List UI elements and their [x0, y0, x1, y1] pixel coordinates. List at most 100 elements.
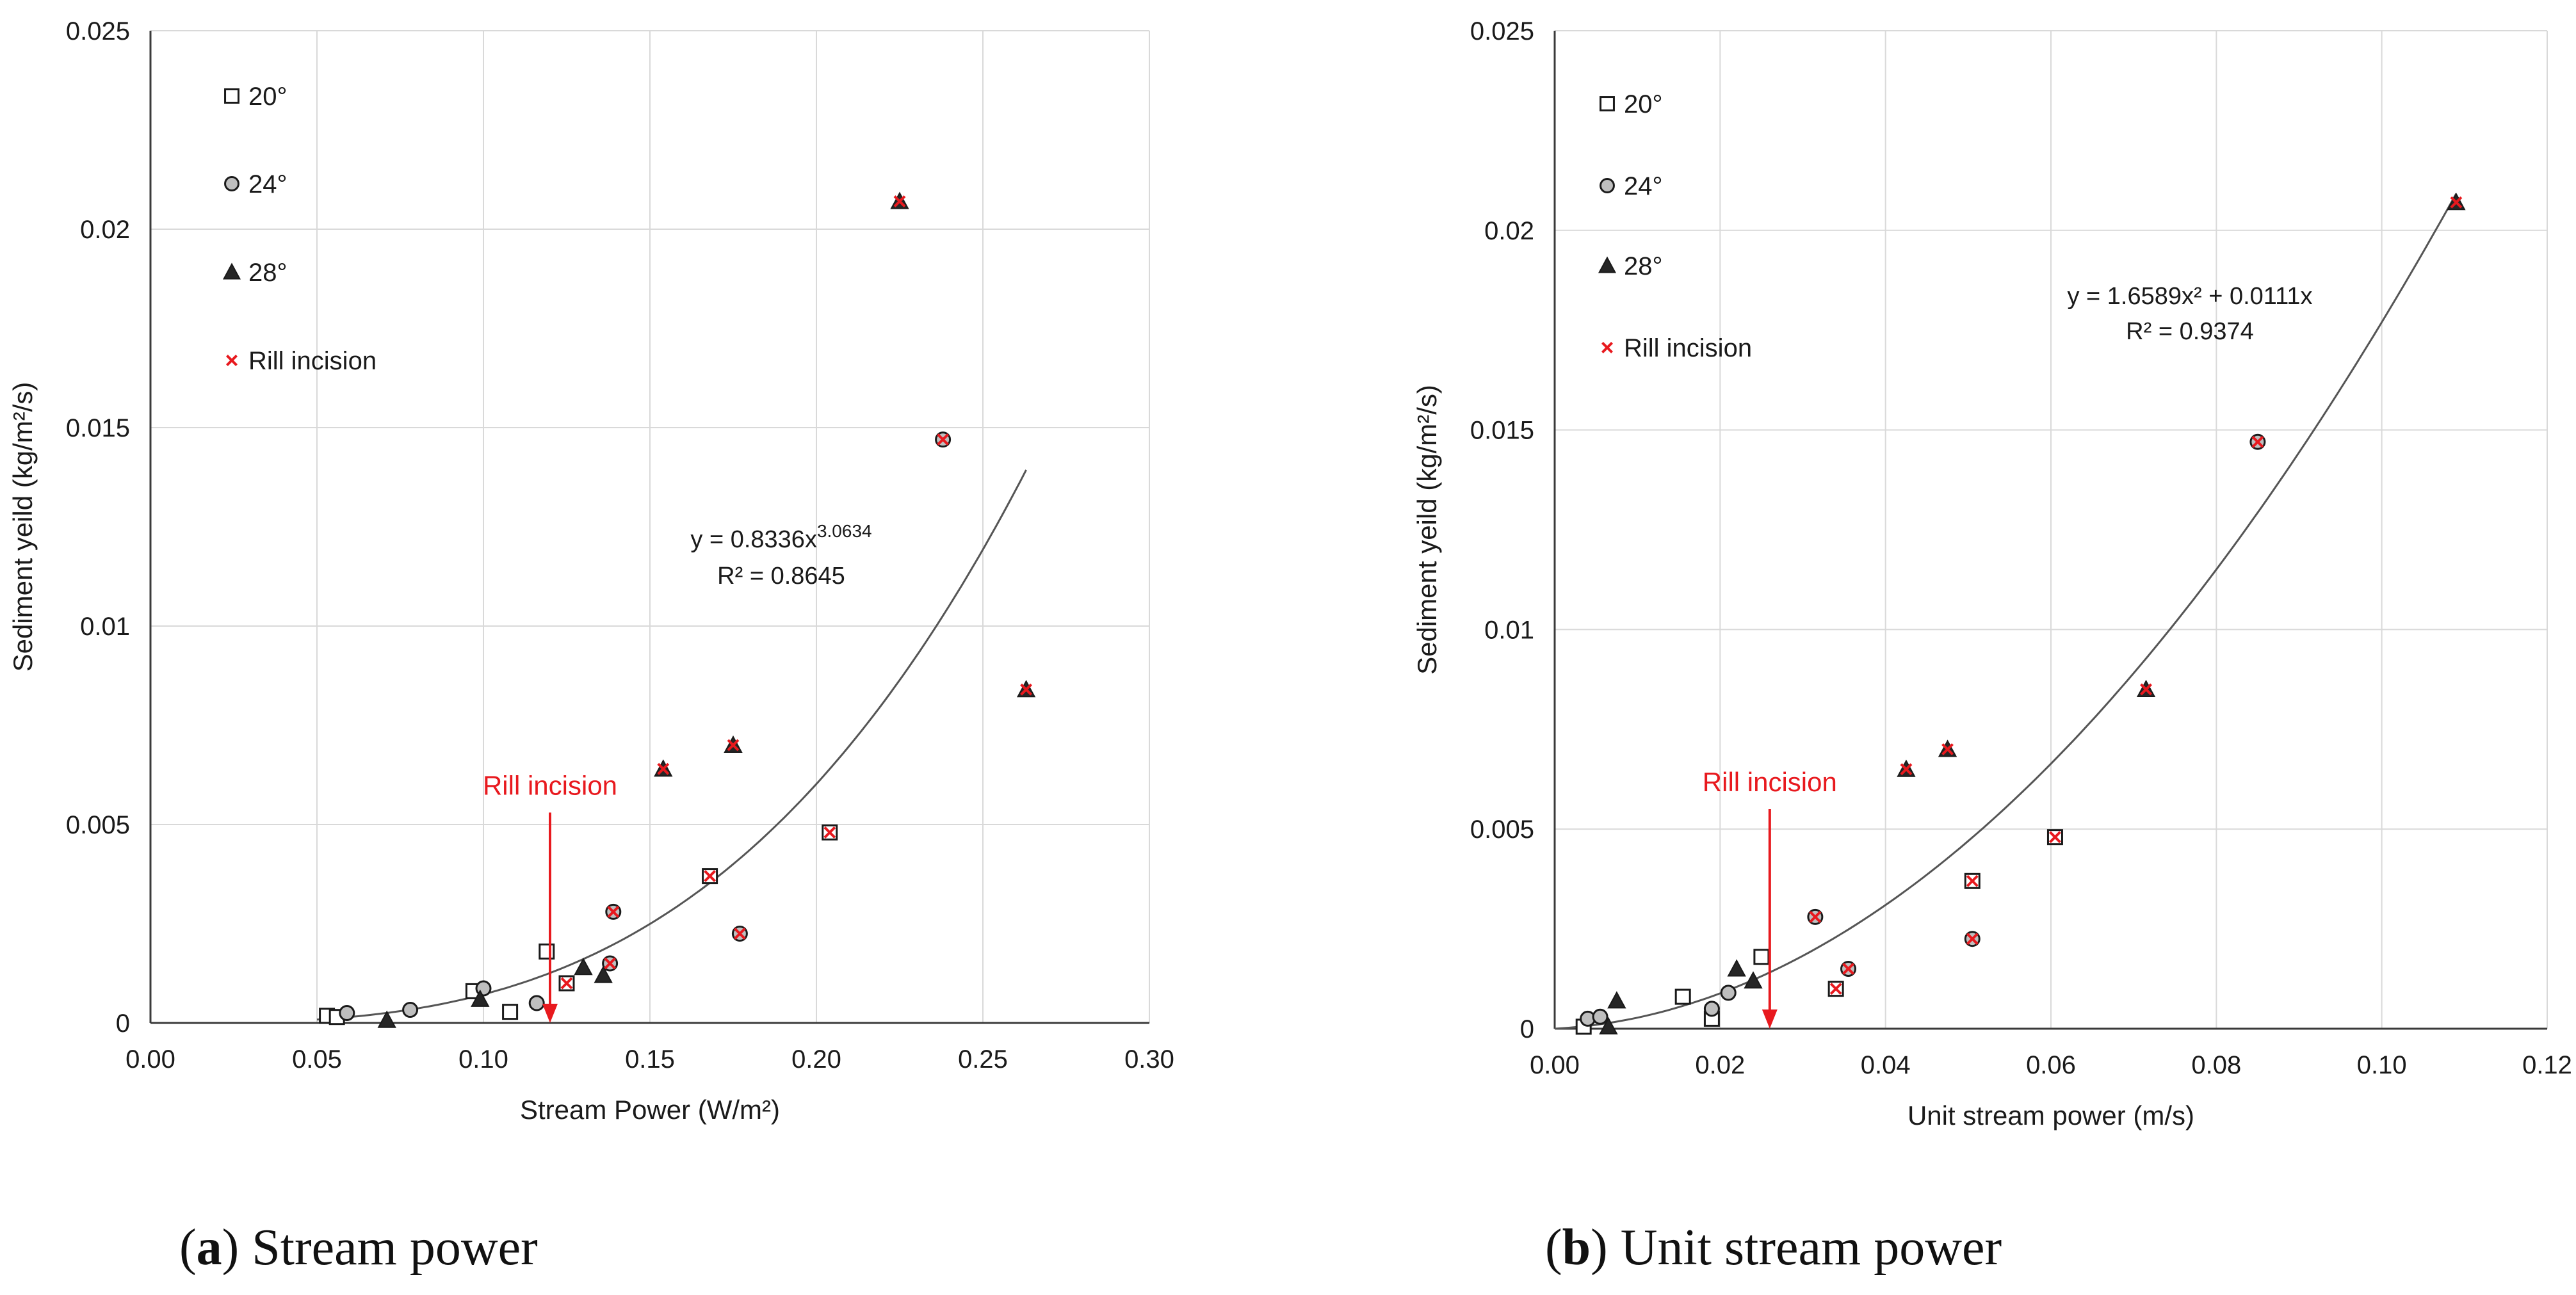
data-point-circle: [339, 1005, 355, 1021]
y-tick-label: 0.005: [1470, 816, 1534, 844]
rill-incision-marker: [727, 739, 740, 752]
x-tick-label: 0.06: [2026, 1051, 2076, 1079]
rill-incision-marker: [1941, 743, 1954, 755]
data-point-triangle: [1744, 971, 1763, 989]
legend-marker-x: [1601, 341, 1614, 354]
x-tick-label: 0.10: [2357, 1051, 2407, 1079]
y-tick-label: 0.02: [1484, 217, 1534, 245]
data-point-square: [1674, 988, 1691, 1005]
x-tick-label: 0.00: [126, 1045, 175, 1074]
y-tick-label: 0.015: [66, 414, 130, 442]
data-point-circle: [1703, 1001, 1720, 1017]
panel-a-fit-equation: y = 0.8336x3.0634: [690, 521, 871, 553]
caption-close-paren: ): [1591, 1219, 1608, 1276]
data-point-triangle: [377, 1010, 396, 1028]
rill-incision-marker: [560, 977, 573, 990]
panel-a-caption: (a) Stream power: [179, 1219, 538, 1276]
rill-incision-marker: [1020, 683, 1033, 696]
panel-b-legend: 20° 24° 28° Rill incision: [1598, 90, 1752, 362]
legend-label: 28°: [1624, 252, 1663, 280]
panel-a-stream-power: 0.00 0.05 0.10 0.15 0.20 0.25 0.30 0 0.005 0.01 0.…: [8, 17, 1174, 1276]
legend-label: 28°: [248, 259, 288, 287]
data-point-circle: [1720, 985, 1737, 1001]
legend-marker-square: [224, 88, 239, 104]
rill-incision-marker: [1829, 983, 1842, 995]
x-tick-label: 0.25: [958, 1045, 1008, 1074]
panel-a-x-axis-label: Stream Power (W/m²): [520, 1095, 780, 1125]
panel-b-annotation-label: Rill incision: [1703, 767, 1837, 797]
legend-marker-circle: [224, 176, 239, 191]
data-point-circle: [1592, 1008, 1608, 1025]
panel-a-y-axis-label: Sediment yeild (kg/m²/s): [8, 382, 38, 672]
legend-label: 24°: [1624, 172, 1663, 200]
x-tick-label: 0.04: [1861, 1051, 1911, 1079]
data-point-triangle: [1727, 959, 1746, 977]
panel-a-grid: [150, 30, 1150, 1024]
x-tick-label: 0.02: [1695, 1051, 1745, 1079]
panel-a-annotation-arrowhead: [542, 1004, 558, 1023]
caption-letter: a: [197, 1219, 222, 1276]
legend-marker-square: [1600, 96, 1615, 111]
data-point-triangle: [1607, 991, 1626, 1009]
panel-b-r-squared: R² = 0.9374: [2126, 318, 2254, 345]
y-tick-label: 0.005: [66, 811, 130, 839]
rill-incision-marker: [2450, 196, 2463, 209]
data-point-triangle: [594, 965, 613, 983]
caption-open-paren: (: [179, 1219, 197, 1276]
panel-b-unit-stream-power: 0.00 0.02 0.04 0.06 0.08 0.10 0.12 0 0.005 0.01 0.…: [1412, 17, 2572, 1276]
data-point-square: [1753, 949, 1770, 965]
rill-incision-marker: [1809, 910, 1822, 923]
x-tick-label: 0.12: [2522, 1051, 2572, 1079]
rill-incision-marker: [604, 957, 617, 970]
data-point-square: [502, 1004, 519, 1020]
legend-label: 20°: [248, 83, 288, 111]
rill-incision-marker: [1842, 963, 1854, 975]
caption-text: Stream power: [239, 1219, 538, 1276]
rill-incision-marker: [893, 195, 906, 208]
x-tick-label: 0.00: [1530, 1051, 1580, 1079]
rill-incision-marker: [1900, 763, 1913, 776]
rill-incision-marker: [2049, 831, 2061, 844]
legend-label: 24°: [248, 170, 288, 198]
panel-b-fit-equation: y = 1.6589x² + 0.0111x: [2067, 283, 2312, 310]
rill-incision-marker: [1966, 933, 1979, 945]
panel-a-trendline: [316, 469, 1027, 1021]
y-tick-label: 0.01: [80, 613, 130, 641]
panel-b-x-axis-label: Unit stream power (m/s): [1908, 1100, 2194, 1130]
legend-marker-circle: [1600, 178, 1615, 193]
data-point-circle: [402, 1002, 419, 1018]
rill-incision-marker: [607, 905, 620, 918]
y-tick-label: 0.015: [1470, 417, 1534, 445]
x-tick-label: 0.10: [458, 1045, 508, 1074]
equation-exponent: 3.0634: [817, 521, 872, 541]
rill-incision-marker: [2140, 683, 2152, 696]
legend-label: 20°: [1624, 90, 1663, 118]
legend-marker-triangle: [1598, 256, 1617, 273]
panel-b-data-points: [1575, 193, 2466, 1035]
panel-b-trendline: [1554, 193, 2458, 1030]
panel-a-annotation-label: Rill incision: [483, 770, 617, 800]
rill-incision-marker: [2251, 435, 2264, 448]
data-point-triangle: [471, 989, 490, 1007]
rill-incision-marker: [823, 826, 836, 839]
caption-text: Unit stream power: [1608, 1219, 2002, 1276]
data-point-triangle: [574, 958, 593, 976]
x-tick-label: 0.05: [292, 1045, 342, 1074]
x-tick-label: 0.15: [625, 1045, 675, 1074]
y-tick-label: 0.01: [1484, 616, 1534, 644]
rill-incision-marker: [704, 870, 717, 883]
y-tick-label: 0: [116, 1009, 130, 1038]
x-tick-label: 0.08: [2191, 1051, 2241, 1079]
y-tick-label: 0.02: [80, 216, 130, 244]
panel-b-grid: [1554, 30, 2548, 1029]
rill-incision-marker: [657, 762, 670, 775]
equation-base: y = 0.8336x: [690, 526, 817, 553]
data-point-square: [539, 943, 555, 960]
rill-incision-marker: [937, 433, 950, 446]
caption-close-paren: ): [222, 1219, 239, 1276]
y-tick-label: 0: [1520, 1015, 1534, 1043]
legend-label: Rill incision: [1624, 334, 1752, 362]
caption-open-paren: (: [1545, 1219, 1562, 1276]
y-tick-label: 0.025: [66, 17, 130, 45]
